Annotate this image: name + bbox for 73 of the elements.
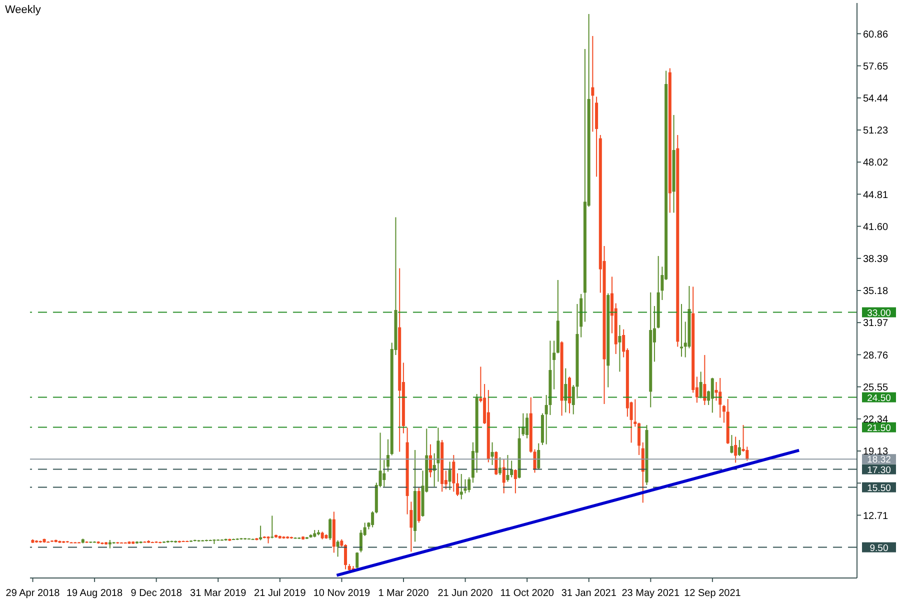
y-tick-label: 44.81 [863,190,888,201]
x-tick-label: 23 May 2021 [622,588,680,599]
candlestick [259,525,262,541]
ref-line-label: 18.32 [867,454,891,466]
candlestick [591,36,594,132]
y-tick-label: 38.39 [863,254,888,265]
candlestick [514,468,517,494]
y-tick-label: 31.97 [863,318,888,330]
x-tick-label: 31 Mar 2019 [190,588,247,599]
x-tick-label: 9 Dec 2018 [130,588,182,599]
ref-line-label: 24.50 [867,392,891,404]
x-tick-label: 29 Apr 2018 [6,588,60,599]
candlestick [552,340,556,390]
y-tick-label: 41.60 [863,222,888,233]
x-tick-label: 31 Jan 2021 [561,588,617,599]
y-tick-label: 60.86 [863,29,888,40]
candlestick [386,438,390,472]
y-tick-label: 54.44 [863,93,888,104]
candlestick [490,442,494,466]
candlestick [734,436,738,464]
candlestick [722,404,726,424]
candlestick [371,510,374,528]
candlestick [641,442,644,504]
candlestick [356,552,359,569]
x-tick-label: 1 Mar 2020 [378,588,430,599]
candlestick [718,378,722,418]
candlestick [710,377,714,414]
candlestick [498,456,502,476]
x-tick-label: 11 Oct 2020 [500,588,554,599]
candlestick [526,412,529,439]
candlestick [359,530,362,553]
candlestick [452,454,456,492]
candlestick [436,427,440,482]
candlestick [502,458,506,494]
candlestick [328,518,332,540]
candlestick [456,472,460,496]
x-tick-label: 10 Nov 2019 [313,588,370,599]
candlestick [703,354,706,406]
candlestick [460,474,463,500]
ref-line-label: 21.50 [867,422,891,434]
x-tick-label: 12 Sep 2021 [684,588,742,599]
candlestick [270,515,274,539]
y-tick-label: 25.55 [863,382,888,394]
ref-line-label: 15.50 [867,482,891,494]
x-tick-label: 21 Jul 2019 [254,588,306,599]
candlestick [564,368,568,413]
y-tick-label: 51.23 [863,126,888,137]
ref-line-label: 17.30 [867,464,891,476]
candlestick [344,544,348,570]
candlestick [382,460,386,488]
candlestick [730,434,734,454]
candlestick [468,476,471,493]
y-tick-label: 57.65 [863,61,888,72]
ref-line-label: 33.00 [867,308,891,319]
ref-line-label: 9.50 [870,542,888,554]
candlestick [680,304,684,358]
x-tick-label: 21 Jun 2020 [438,588,494,599]
candlestick [510,460,514,478]
chart-title: Weekly [5,4,41,16]
candlestick [506,454,510,482]
candlestick [618,324,622,372]
candlestick [533,448,536,474]
candlestick [336,540,340,558]
candlestick [699,371,702,399]
y-tick-label: 35.18 [863,286,888,298]
candlestick [537,442,540,470]
x-tick-label: 19 Aug 2018 [66,588,124,599]
y-tick-label: 28.76 [863,350,888,362]
candlestick [638,422,641,456]
y-tick-label: 48.02 [863,158,888,169]
candlestick [738,440,741,456]
candlestick [448,461,452,490]
y-tick-label: 12.71 [863,510,888,522]
